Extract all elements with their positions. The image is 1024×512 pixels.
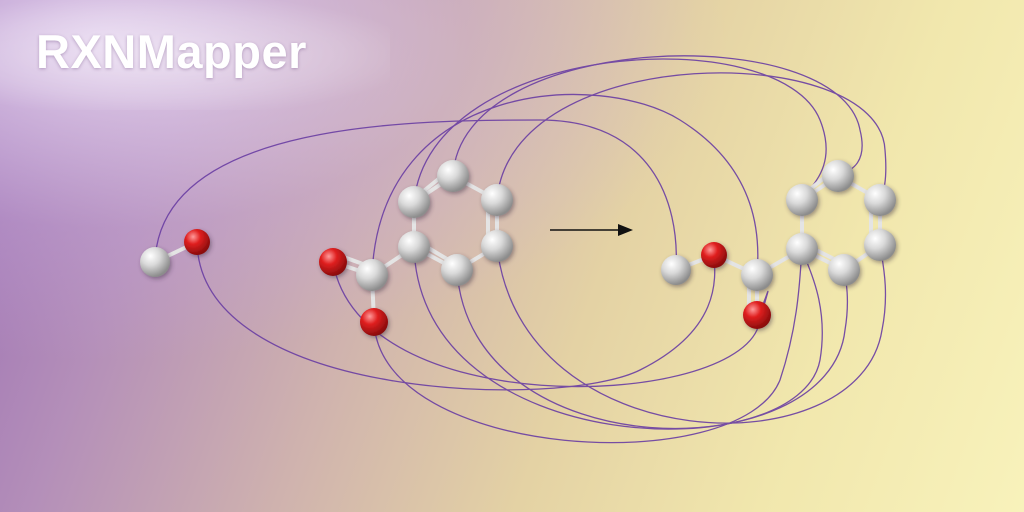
carbon-atom bbox=[661, 255, 691, 285]
carbon-atom bbox=[786, 233, 818, 265]
carbon-atom bbox=[140, 247, 170, 277]
oxygen-atom bbox=[319, 248, 347, 276]
mapping-line bbox=[371, 93, 759, 276]
mapping-line bbox=[373, 248, 803, 444]
title-glow bbox=[0, 0, 390, 110]
mapping-line bbox=[413, 246, 823, 430]
page-title: RXNMapper bbox=[36, 25, 307, 78]
carbon-atom bbox=[828, 254, 860, 286]
carbon-atom bbox=[398, 231, 430, 263]
oxygen-atom bbox=[360, 308, 388, 336]
mapping-line bbox=[496, 72, 887, 201]
reactant-benzoic-acid bbox=[319, 160, 513, 336]
mapping-line bbox=[154, 119, 677, 271]
carbon-atom bbox=[864, 229, 896, 261]
oxygen-atom bbox=[701, 242, 727, 268]
reactant-alcohol bbox=[140, 229, 210, 277]
oxygen-atom bbox=[743, 301, 771, 329]
oxygen-atom bbox=[184, 229, 210, 255]
carbon-atom bbox=[481, 230, 513, 262]
carbon-atom bbox=[441, 254, 473, 286]
mapping-line bbox=[196, 241, 716, 391]
carbon-atom bbox=[398, 186, 430, 218]
carbon-atom bbox=[356, 259, 388, 291]
carbon-atom bbox=[786, 184, 818, 216]
mapping-line bbox=[496, 244, 887, 424]
carbon-atom bbox=[822, 160, 854, 192]
atom-mapping-lines bbox=[154, 55, 887, 444]
carbon-atom bbox=[741, 259, 773, 291]
carbon-atom bbox=[481, 184, 513, 216]
mapping-line bbox=[413, 58, 827, 203]
carbon-atom bbox=[864, 184, 896, 216]
carbon-atom bbox=[437, 160, 469, 192]
product-ester bbox=[661, 160, 896, 329]
mapping-line bbox=[332, 261, 769, 388]
mapping-line bbox=[452, 55, 863, 177]
